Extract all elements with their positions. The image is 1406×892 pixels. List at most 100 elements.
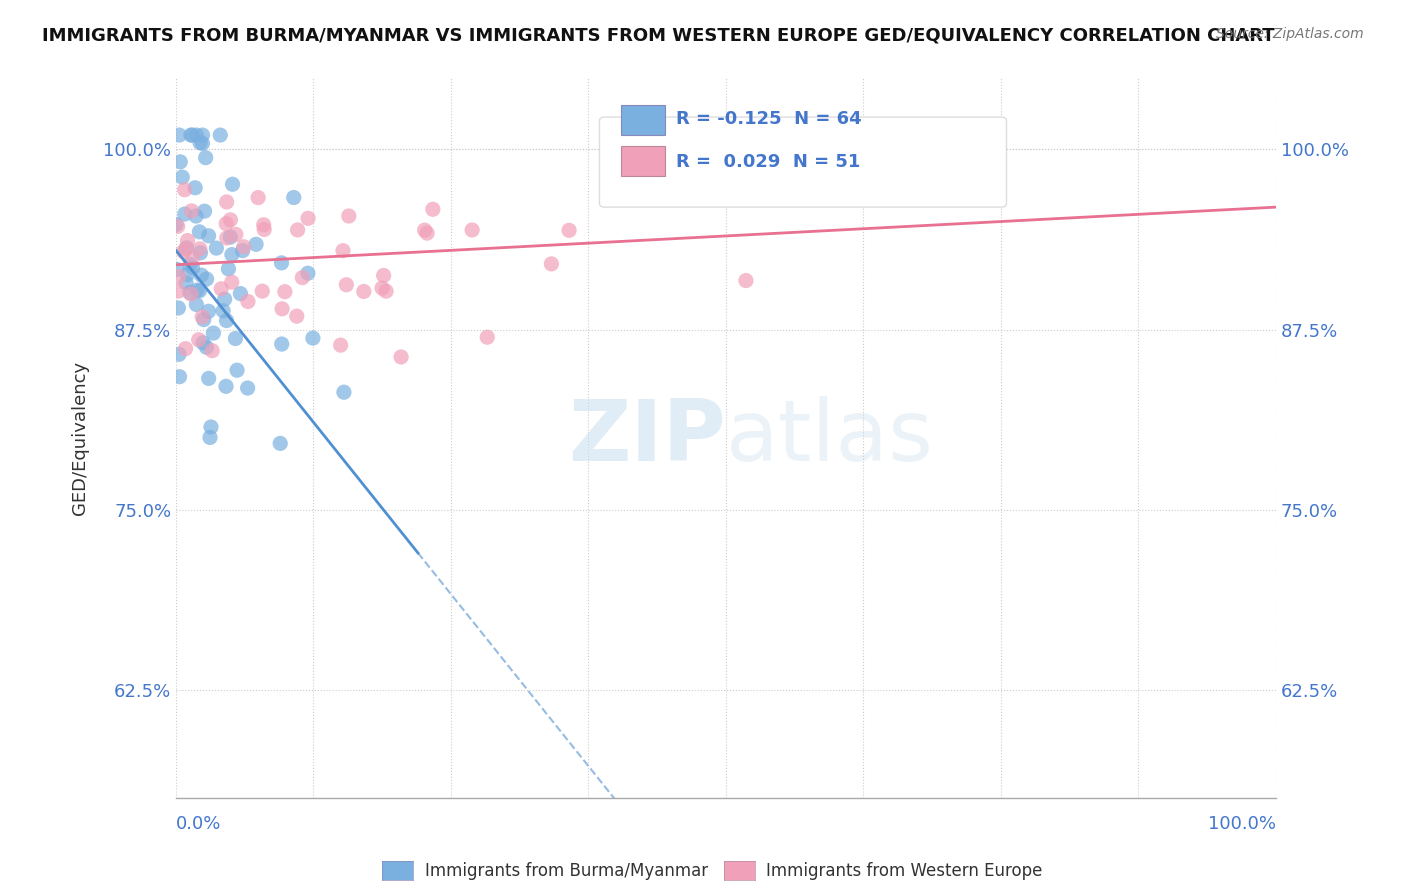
Point [201, 343, 224, 358]
Point [226, 363, 249, 377]
Point [270, 337, 292, 351]
Point [477, 330, 499, 344]
Point [271, 301, 294, 316]
Point [333, 385, 356, 400]
Point [180, 287, 202, 301]
Point [166, 219, 188, 234]
Point [187, 333, 209, 347]
FancyBboxPatch shape [599, 117, 1007, 207]
Point [337, 209, 360, 223]
Point [174, 242, 197, 256]
Point [215, 194, 238, 209]
Point [236, 294, 259, 309]
Point [221, 275, 243, 289]
Point [422, 202, 444, 217]
Point [191, 136, 214, 151]
Point [247, 191, 270, 205]
Point [558, 223, 581, 237]
Point [181, 260, 204, 275]
Point [169, 128, 191, 142]
Point [165, 218, 187, 232]
Point [169, 369, 191, 384]
Point [389, 350, 412, 364]
Point [287, 223, 309, 237]
Point [172, 170, 194, 185]
Point [205, 241, 228, 255]
Point [219, 230, 242, 244]
Point [191, 128, 214, 142]
Point [236, 381, 259, 395]
Point [283, 190, 305, 204]
Point [274, 285, 297, 299]
Point [353, 285, 375, 299]
Point [335, 277, 357, 292]
Point [215, 379, 238, 393]
Point [167, 347, 190, 361]
Point [245, 237, 267, 252]
Point [224, 332, 246, 346]
Point [332, 244, 354, 258]
Point [167, 301, 190, 315]
Point [195, 272, 218, 286]
Point [297, 211, 319, 226]
Point [173, 207, 195, 221]
Text: 0.0%: 0.0% [176, 815, 221, 833]
Point [186, 297, 208, 311]
Point [461, 223, 484, 237]
Point [373, 268, 395, 283]
Point [198, 430, 221, 444]
Point [329, 338, 352, 352]
Point [188, 284, 211, 298]
Text: IMMIGRANTS FROM BURMA/MYANMAR VS IMMIGRANTS FROM WESTERN EUROPE GED/EQUIVALENCY : IMMIGRANTS FROM BURMA/MYANMAR VS IMMIGRA… [42, 27, 1275, 45]
Point [176, 234, 198, 248]
Point [167, 284, 190, 298]
Point [173, 183, 195, 197]
Point [176, 241, 198, 255]
Point [173, 244, 195, 259]
Point [180, 203, 202, 218]
Point [184, 181, 207, 195]
Point [302, 331, 325, 345]
Text: ZIP: ZIP [568, 396, 725, 479]
Point [212, 303, 235, 318]
Point [270, 256, 292, 270]
Text: 100.0%: 100.0% [1208, 815, 1277, 833]
Text: R = -0.125  N = 64: R = -0.125 N = 64 [676, 110, 862, 128]
Point [176, 268, 198, 282]
Point [197, 304, 219, 318]
Point [190, 245, 212, 260]
Point [297, 266, 319, 280]
Point [221, 247, 243, 261]
Text: R =  0.029  N = 51: R = 0.029 N = 51 [676, 153, 860, 170]
Point [188, 225, 211, 239]
Y-axis label: GED/Equivalency: GED/Equivalency [72, 360, 89, 515]
Point [167, 269, 190, 284]
Point [540, 257, 562, 271]
Point [188, 136, 211, 150]
Point [190, 268, 212, 282]
Bar [621, 146, 665, 176]
Point [191, 310, 214, 324]
Point [197, 371, 219, 385]
Point [174, 276, 197, 290]
Point [209, 282, 232, 296]
Point [219, 212, 242, 227]
Point [253, 222, 276, 236]
Point [181, 128, 204, 142]
Point [735, 274, 758, 288]
Point [180, 128, 202, 142]
Point [186, 283, 208, 297]
Point [291, 270, 314, 285]
Point [252, 284, 274, 298]
Point [179, 258, 201, 272]
Text: Immigrants from Western Europe: Immigrants from Western Europe [766, 862, 1043, 880]
Bar [621, 105, 665, 135]
Point [229, 286, 252, 301]
Point [195, 340, 218, 354]
Point [193, 204, 215, 219]
Text: atlas: atlas [725, 396, 934, 479]
Point [194, 151, 217, 165]
Point [375, 284, 398, 298]
Point [232, 240, 254, 254]
Point [215, 217, 238, 231]
